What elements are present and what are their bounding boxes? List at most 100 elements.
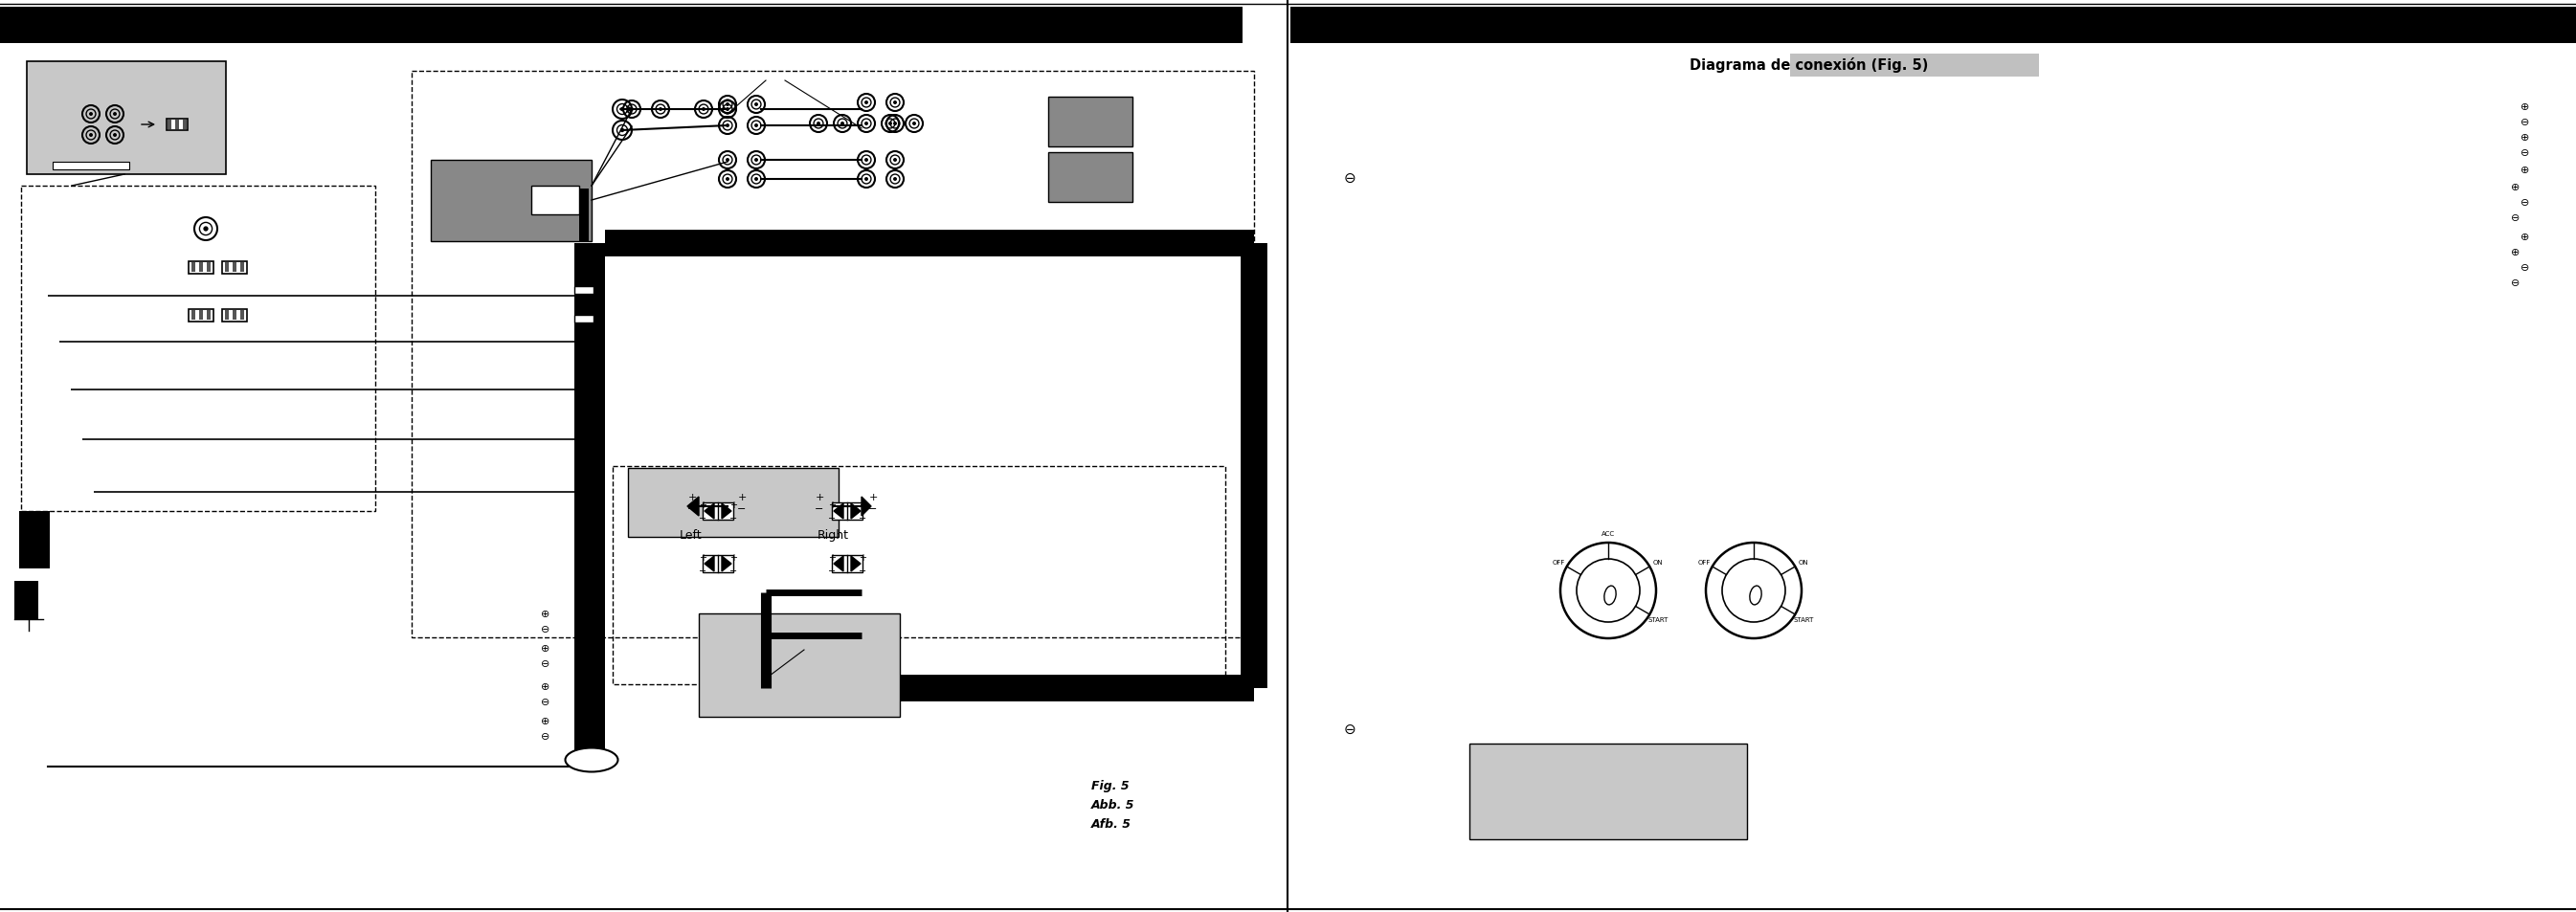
Circle shape: [755, 178, 757, 181]
Circle shape: [755, 103, 757, 107]
Bar: [222, 310, 247, 322]
Bar: [206, 311, 211, 320]
Polygon shape: [706, 556, 714, 572]
Text: OFF: OFF: [1698, 559, 1710, 565]
Text: +: +: [827, 553, 835, 562]
Bar: [580, 190, 590, 242]
Text: ACC: ACC: [1602, 531, 1615, 536]
Text: ⊖: ⊖: [587, 697, 595, 707]
Bar: [232, 311, 237, 320]
Bar: [412, 72, 1255, 637]
Text: +: +: [814, 492, 824, 502]
Text: ⊖: ⊖: [2522, 118, 2530, 127]
Text: ⊖: ⊖: [541, 658, 551, 668]
Text: ⊕: ⊕: [2522, 102, 2530, 112]
Ellipse shape: [564, 748, 618, 772]
Text: ⊖: ⊖: [2512, 213, 2519, 223]
Text: ⊕: ⊕: [2512, 247, 2519, 257]
Text: ⊖: ⊖: [541, 697, 551, 707]
Bar: [430, 161, 592, 242]
Circle shape: [204, 227, 209, 232]
Circle shape: [726, 103, 729, 107]
Bar: [531, 186, 580, 215]
Bar: [18, 512, 49, 569]
Circle shape: [894, 101, 896, 105]
Text: −: −: [698, 566, 706, 575]
Bar: [18, 512, 49, 569]
Text: ⊖: ⊖: [541, 624, 551, 634]
Text: Left: Left: [680, 529, 703, 542]
Text: −: −: [737, 503, 747, 513]
Text: +: +: [729, 553, 737, 562]
Circle shape: [840, 122, 845, 126]
Bar: [1048, 153, 1133, 202]
Text: Abb. 5: Abb. 5: [1092, 799, 1136, 811]
Bar: [198, 311, 204, 320]
Polygon shape: [860, 497, 871, 516]
Bar: [613, 467, 1226, 685]
Bar: [1468, 744, 1747, 839]
Text: ⊖: ⊖: [2512, 278, 2519, 288]
Bar: [167, 120, 173, 130]
Bar: [240, 263, 245, 273]
Text: ⊕: ⊕: [2522, 165, 2530, 175]
Text: ⊕: ⊕: [587, 716, 595, 726]
Circle shape: [726, 124, 729, 128]
Bar: [191, 263, 196, 273]
Bar: [188, 262, 214, 275]
Circle shape: [912, 122, 917, 126]
Circle shape: [113, 113, 116, 117]
Text: −: −: [698, 513, 706, 523]
Polygon shape: [835, 503, 842, 519]
Circle shape: [866, 122, 868, 126]
Text: +: +: [698, 553, 706, 562]
Circle shape: [631, 108, 634, 112]
Circle shape: [866, 178, 868, 181]
Bar: [18, 512, 49, 569]
Bar: [574, 316, 592, 323]
Circle shape: [817, 122, 819, 126]
Circle shape: [894, 122, 896, 126]
Circle shape: [701, 108, 706, 112]
Bar: [698, 614, 899, 717]
Circle shape: [894, 178, 896, 181]
Circle shape: [866, 159, 868, 162]
Circle shape: [621, 129, 623, 133]
Text: Fig. 5: Fig. 5: [1092, 780, 1128, 792]
Circle shape: [894, 159, 896, 162]
Polygon shape: [721, 556, 732, 572]
Text: −: −: [827, 513, 835, 523]
Polygon shape: [706, 503, 714, 519]
Text: Afb. 5: Afb. 5: [1092, 818, 1131, 830]
Text: ⊖: ⊖: [587, 731, 595, 741]
Circle shape: [889, 122, 891, 126]
Bar: [629, 469, 840, 537]
Bar: [15, 581, 39, 619]
Polygon shape: [850, 556, 860, 572]
Bar: [191, 311, 196, 320]
Text: ON: ON: [1798, 559, 1808, 565]
Bar: [26, 62, 227, 175]
Text: +: +: [827, 500, 835, 510]
Text: Right: Right: [817, 529, 848, 542]
Text: −: −: [688, 503, 696, 513]
Circle shape: [866, 101, 868, 105]
Polygon shape: [721, 503, 732, 519]
Text: ⊕: ⊕: [541, 716, 551, 726]
Text: +: +: [737, 492, 747, 502]
Circle shape: [621, 108, 623, 112]
Text: OFF: OFF: [1553, 559, 1564, 565]
Bar: [832, 503, 863, 520]
Text: ⊖: ⊖: [541, 731, 551, 741]
Bar: [188, 310, 214, 322]
Text: −: −: [827, 566, 835, 575]
Polygon shape: [688, 497, 698, 516]
Bar: [703, 503, 734, 520]
Text: −: −: [729, 513, 737, 523]
Text: START: START: [1793, 617, 1814, 622]
Bar: [206, 263, 211, 273]
Text: −: −: [814, 503, 824, 513]
Text: ⊖: ⊖: [2522, 148, 2530, 158]
Circle shape: [726, 178, 729, 181]
Text: ON: ON: [1654, 559, 1664, 565]
